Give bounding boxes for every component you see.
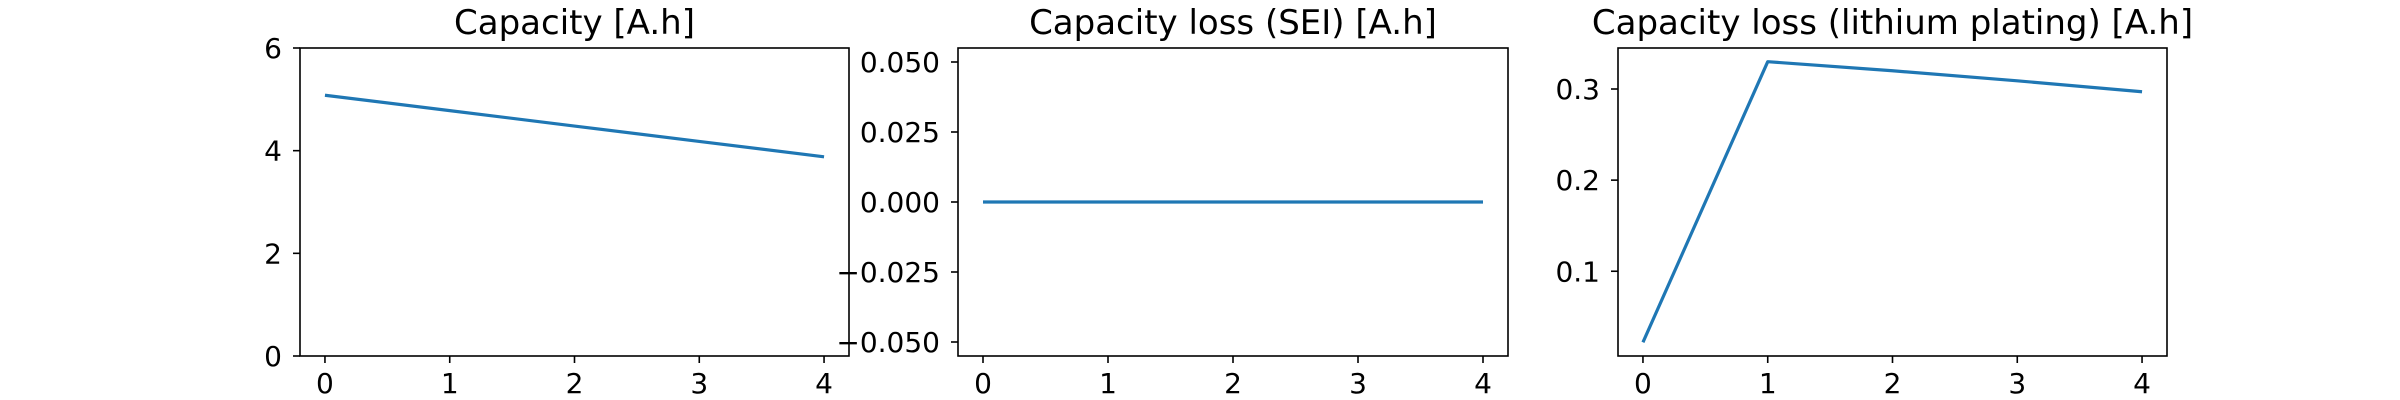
axes-frame (1617, 47, 2168, 357)
subplot-capacity-loss-sei: Capacity loss (SEI) [A.h] 0 1 2 3 4 −0.050 −0.… (836, 3, 1509, 400)
axes-frame (299, 47, 850, 357)
x-tick-label: 2 (1224, 367, 1242, 400)
y-tick-label: −0.025 (836, 256, 940, 289)
y-tick-label: 4 (264, 135, 282, 168)
chart-title: Capacity loss (lithium plating) [A.h] (1592, 3, 2193, 43)
subplot-capacity: Capacity [A.h] 0 1 2 3 4 0 2 4 6 (264, 3, 850, 400)
x-tick-label: 4 (1474, 367, 1492, 400)
y-tick-label: 0 (264, 340, 282, 373)
x-tick-label: 1 (441, 367, 459, 400)
x-tick-label: 3 (1349, 367, 1367, 400)
y-tick-label: −0.050 (836, 326, 940, 359)
plot-area: 0 1 2 3 4 0.1 0.2 0.3 (1555, 47, 2168, 400)
subplot-capacity-loss-lithium-plating: Capacity loss (lithium plating) [A.h] 0 1… (1555, 3, 2193, 400)
x-tick-label: 0 (974, 367, 992, 400)
y-tick-label: 6 (264, 32, 282, 65)
y-tick-label: 0.000 (860, 186, 940, 219)
y-tick-label: 0.3 (1555, 73, 1600, 106)
x-tick-label: 1 (1099, 367, 1117, 400)
plot-area: 0 1 2 3 4 −0.050 −0.025 0.000 0.025 0.050 (836, 46, 1509, 400)
chart-title: Capacity [A.h] (454, 3, 695, 43)
y-tick-label: 0.050 (860, 46, 940, 79)
x-tick-label: 0 (316, 367, 334, 400)
x-tick-label: 4 (2133, 367, 2151, 400)
x-tick-label: 1 (1759, 367, 1777, 400)
x-tick-label: 4 (815, 367, 833, 400)
x-tick-label: 0 (1634, 367, 1652, 400)
y-tick-label: 0.2 (1555, 164, 1600, 197)
y-tick-label: 2 (264, 237, 282, 270)
series-line (324, 93, 825, 159)
chart-title: Capacity loss (SEI) [A.h] (1029, 3, 1437, 43)
y-tick-label: 0.025 (860, 116, 940, 149)
y-tick-label: 0.1 (1555, 255, 1600, 288)
x-tick-label: 2 (566, 367, 584, 400)
x-tick-label: 3 (2008, 367, 2026, 400)
x-tick-label: 2 (1884, 367, 1902, 400)
plot-area: 0 1 2 3 4 0 2 4 6 (264, 32, 850, 400)
x-tick-label: 3 (690, 367, 708, 400)
series-line (1641, 60, 2143, 343)
